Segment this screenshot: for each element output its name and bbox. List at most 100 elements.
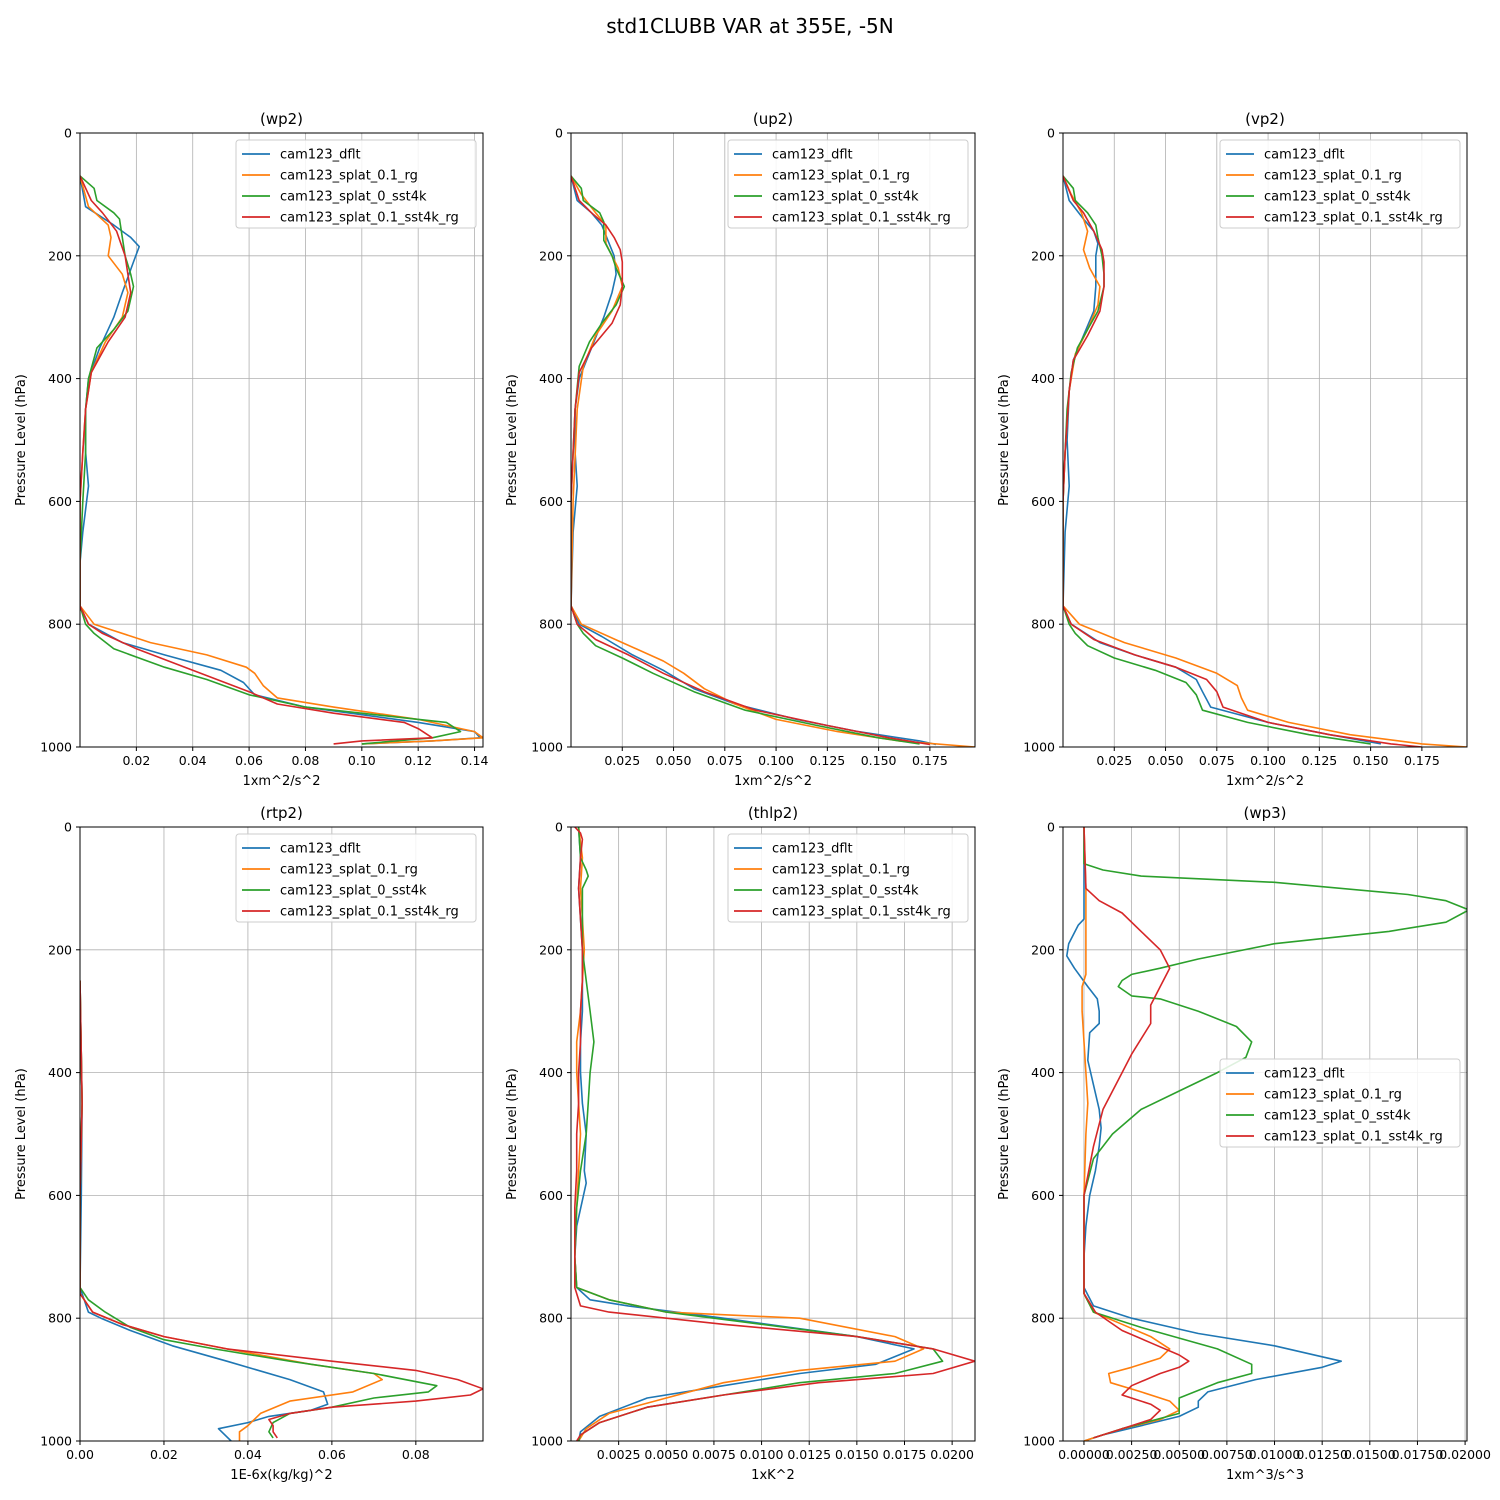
legend-label: cam123_splat_0.1_sst4k_rg xyxy=(1264,211,1443,226)
y-tick-label: 400 xyxy=(48,1065,72,1080)
axes-frame xyxy=(79,826,484,1442)
panel-thlp2: 0.0025 0.0050 0.0075 0.0100 0.0125 0.0150 0.01… xyxy=(505,804,976,1483)
series-line-cam123_splat_0_sst4k xyxy=(1083,827,1467,1439)
y-axis-label: Pressure Level (hPa) xyxy=(505,374,520,506)
y-tick-label: 600 xyxy=(48,494,72,509)
y-tick-label: 800 xyxy=(1031,617,1055,632)
y-tick-label: 200 xyxy=(1031,248,1055,263)
series-line-cam123_splat_0.1_sst4k_rg xyxy=(80,980,483,1439)
legend-box xyxy=(727,833,969,923)
y-tick-label: 400 xyxy=(48,371,72,386)
y-tick-label: 400 xyxy=(1031,371,1055,386)
y-tick-label: 400 xyxy=(539,371,563,386)
x-tick-label: 0.150 xyxy=(861,753,897,768)
legend: cam123_dflt cam123_splat_0.1_rg cam123_spl… xyxy=(235,139,477,229)
x-tick-label: 0.050 xyxy=(656,753,692,768)
legend-label: cam123_splat_0.1_rg xyxy=(1264,1088,1402,1103)
x-tick-label: 0.075 xyxy=(1199,753,1235,768)
y-tick-label: 800 xyxy=(539,617,563,632)
legend-label: cam123_splat_0_sst4k xyxy=(280,884,427,899)
y-axis-label: Pressure Level (hPa) xyxy=(997,374,1012,506)
x-tick-label: 0.00500 xyxy=(1153,1447,1205,1462)
legend-label: cam123_splat_0.1_sst4k_rg xyxy=(280,211,459,226)
x-tick-label: 0.02 xyxy=(150,1447,178,1462)
x-tick-label: 0.01250 xyxy=(1296,1447,1348,1462)
x-tick-label: 0.01500 xyxy=(1344,1447,1396,1462)
x-axis-label: 1xm^3/s^3 xyxy=(1226,1468,1304,1483)
y-tick-label: 0 xyxy=(64,820,72,835)
legend-label: cam123_dflt xyxy=(280,842,361,857)
series-line-cam123_splat_0.1_rg xyxy=(571,175,975,747)
axes-frame xyxy=(1062,826,1468,1442)
x-tick-label: 0.025 xyxy=(604,753,640,768)
legend-label: cam123_splat_0_sst4k xyxy=(772,884,919,899)
panel-wp2: 0.02 0.04 0.06 0.08 0.10 0.12 0.14 0 200 400 600 80… xyxy=(14,110,489,789)
y-tick-label: 1000 xyxy=(1023,740,1055,755)
y-tick-label: 0 xyxy=(555,126,563,141)
y-tick-label: 600 xyxy=(539,494,563,509)
y-tick-label: 400 xyxy=(1031,1065,1055,1080)
legend-label: cam123_splat_0.1_rg xyxy=(772,863,910,878)
y-tick-label: 200 xyxy=(1031,942,1055,957)
y-tick-label: 600 xyxy=(48,1188,72,1203)
legend-box xyxy=(235,139,477,229)
x-tick-label: 0.12 xyxy=(404,753,432,768)
x-tick-label: 0.02000 xyxy=(1439,1447,1491,1462)
x-tick-label: 0.10 xyxy=(348,753,376,768)
x-tick-label: 0.00750 xyxy=(1201,1447,1253,1462)
legend-label: cam123_splat_0_sst4k xyxy=(280,190,427,205)
y-axis-label: Pressure Level (hPa) xyxy=(505,1068,520,1200)
x-axis-label: 1xK^2 xyxy=(751,1468,795,1483)
x-tick-label: 0.14 xyxy=(461,753,489,768)
legend-label: cam123_dflt xyxy=(772,148,853,163)
legend-label: cam123_splat_0.1_rg xyxy=(280,169,418,184)
legend: cam123_dflt cam123_splat_0.1_rg cam123_spl… xyxy=(727,139,969,229)
legend-box xyxy=(1219,139,1461,229)
legend-label: cam123_dflt xyxy=(1264,1067,1345,1082)
series-line-cam123_splat_0_sst4k xyxy=(573,827,944,1441)
legend-label: cam123_splat_0.1_sst4k_rg xyxy=(772,211,951,226)
x-tick-label: 0.02 xyxy=(122,753,150,768)
legend-label: cam123_splat_0.1_rg xyxy=(1264,169,1402,184)
y-axis-label: Pressure Level (hPa) xyxy=(14,374,29,506)
panel-vp2: 0.025 0.050 0.075 0.100 0.125 0.150 0.175 0 200 4… xyxy=(997,110,1468,789)
y-tick-label: 200 xyxy=(539,942,563,957)
y-tick-label: 200 xyxy=(539,248,563,263)
legend-label: cam123_dflt xyxy=(280,148,361,163)
series-line-cam123_splat_0.1_sst4k_rg xyxy=(1083,827,1190,1439)
axes-frame xyxy=(570,132,976,748)
panel-title: (up2) xyxy=(753,110,793,128)
x-tick-label: 0.025 xyxy=(1096,753,1132,768)
legend: cam123_dflt cam123_splat_0.1_rg cam123_spl… xyxy=(727,833,969,923)
x-tick-label: 0.0200 xyxy=(930,1447,974,1462)
y-tick-label: 0 xyxy=(1047,820,1055,835)
legend-label: cam123_splat_0_sst4k xyxy=(1264,1109,1411,1124)
x-tick-label: 0.125 xyxy=(809,753,845,768)
panel-title: (wp2) xyxy=(260,110,303,128)
y-tick-label: 1000 xyxy=(531,740,563,755)
y-tick-label: 800 xyxy=(539,1311,563,1326)
y-tick-label: 600 xyxy=(1031,494,1055,509)
panel-rtp2: 0.00 0.02 0.04 0.06 0.08 0 200 400 600 800 1000 (rt… xyxy=(14,804,484,1483)
x-tick-label: 0.0075 xyxy=(692,1447,736,1462)
legend-label: cam123_splat_0.1_rg xyxy=(280,863,418,878)
x-tick-label: 0.01750 xyxy=(1392,1447,1444,1462)
series-line-cam123_dflt xyxy=(1063,175,1382,745)
x-tick-label: 0.175 xyxy=(912,753,948,768)
figure-title: std1CLUBB VAR at 355E, -5N xyxy=(606,14,894,38)
x-axis-label: 1xm^2/s^2 xyxy=(734,774,812,789)
y-tick-label: 1000 xyxy=(40,740,72,755)
panel-title: (thlp2) xyxy=(748,804,798,822)
y-tick-label: 800 xyxy=(1031,1311,1055,1326)
x-tick-label: 0.0050 xyxy=(644,1447,688,1462)
x-tick-label: 0.06 xyxy=(318,1447,346,1462)
y-tick-label: 800 xyxy=(48,1311,72,1326)
series-line-cam123_splat_0.1_rg xyxy=(1063,175,1467,747)
y-tick-label: 0 xyxy=(1047,126,1055,141)
series-line-cam123_splat_0_sst4k xyxy=(80,980,438,1439)
panel-up2: 0.025 0.050 0.075 0.100 0.125 0.150 0.175 0 200 4… xyxy=(505,110,976,789)
series-line-cam123_splat_0.1_sst4k_rg xyxy=(573,827,975,1441)
y-axis-label: Pressure Level (hPa) xyxy=(14,1068,29,1200)
legend-label: cam123_splat_0.1_rg xyxy=(772,169,910,184)
panel-title: (rtp2) xyxy=(260,804,303,822)
